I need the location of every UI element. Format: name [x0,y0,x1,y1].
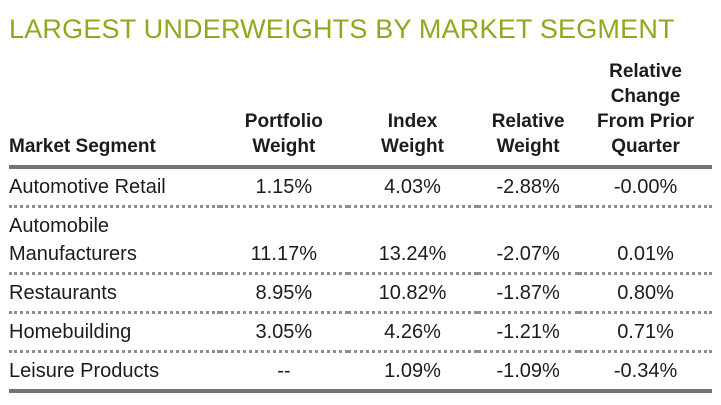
cell-relative-change: 0.01% [617,243,674,265]
cell-market-segment: Restaurants [9,282,117,304]
cell-market-segment: Homebuilding [9,321,132,343]
cell-relative-weight: -2.07% [496,243,560,265]
cell-market-segment: Automobile Manufacturers [9,215,137,265]
col-header-relative-weight: Relative Weight [477,59,580,169]
cell-relative-change: 0.80% [617,282,674,304]
table-row: Automobile Manufacturers 11.17% 13.24% -… [9,207,712,274]
table-row: Automotive Retail 1.15% 4.03% -2.88% -0.… [9,167,712,207]
underweights-table: Market Segment Portfolio Weight Index We… [9,59,712,393]
table-row: Leisure Products -- 1.09% -1.09% -0.34% [9,352,712,391]
cell-portfolio-weight: 11.17% [250,243,318,265]
cell-portfolio-weight: 3.05% [255,321,313,343]
cell-index-weight: 10.82% [378,282,447,304]
cell-portfolio-weight: -- [277,360,291,382]
cell-index-weight: 4.03% [384,176,441,198]
cell-relative-weight: -1.87% [496,282,560,304]
cell-index-weight: 4.26% [384,321,441,343]
cell-relative-change: 0.71% [617,321,674,343]
cell-index-weight: 1.09% [384,360,441,382]
cell-relative-change: -0.34% [613,360,678,382]
col-header-index-weight: Index Weight [347,59,478,169]
table-row: Restaurants 8.95% 10.82% -1.87% 0.80% [9,274,712,313]
col-header-portfolio-weight: Portfolio Weight [219,59,348,169]
cell-relative-weight: -2.88% [496,176,560,198]
cell-market-segment: Leisure Products [9,360,160,382]
col-header-market-segment: Market Segment [9,59,220,169]
underweights-panel: LARGEST UNDERWEIGHTS BY MARKET SEGMENT M… [9,14,712,393]
page-title: LARGEST UNDERWEIGHTS BY MARKET SEGMENT [9,14,675,44]
header-row: Market Segment Portfolio Weight Index We… [9,59,712,169]
cell-index-weight: 13.24% [378,243,447,265]
cell-relative-weight: -1.09% [496,360,560,382]
cell-relative-weight: -1.21% [496,321,560,343]
cell-market-segment: Automotive Retail [9,176,166,198]
cell-relative-change: -0.00% [613,176,678,198]
cell-portfolio-weight: 8.95% [255,282,313,304]
col-header-relative-change: Relative Change From Prior Quarter [579,59,712,169]
cell-portfolio-weight: 1.15% [255,176,313,198]
table-row: Homebuilding 3.05% 4.26% -1.21% 0.71% [9,313,712,352]
